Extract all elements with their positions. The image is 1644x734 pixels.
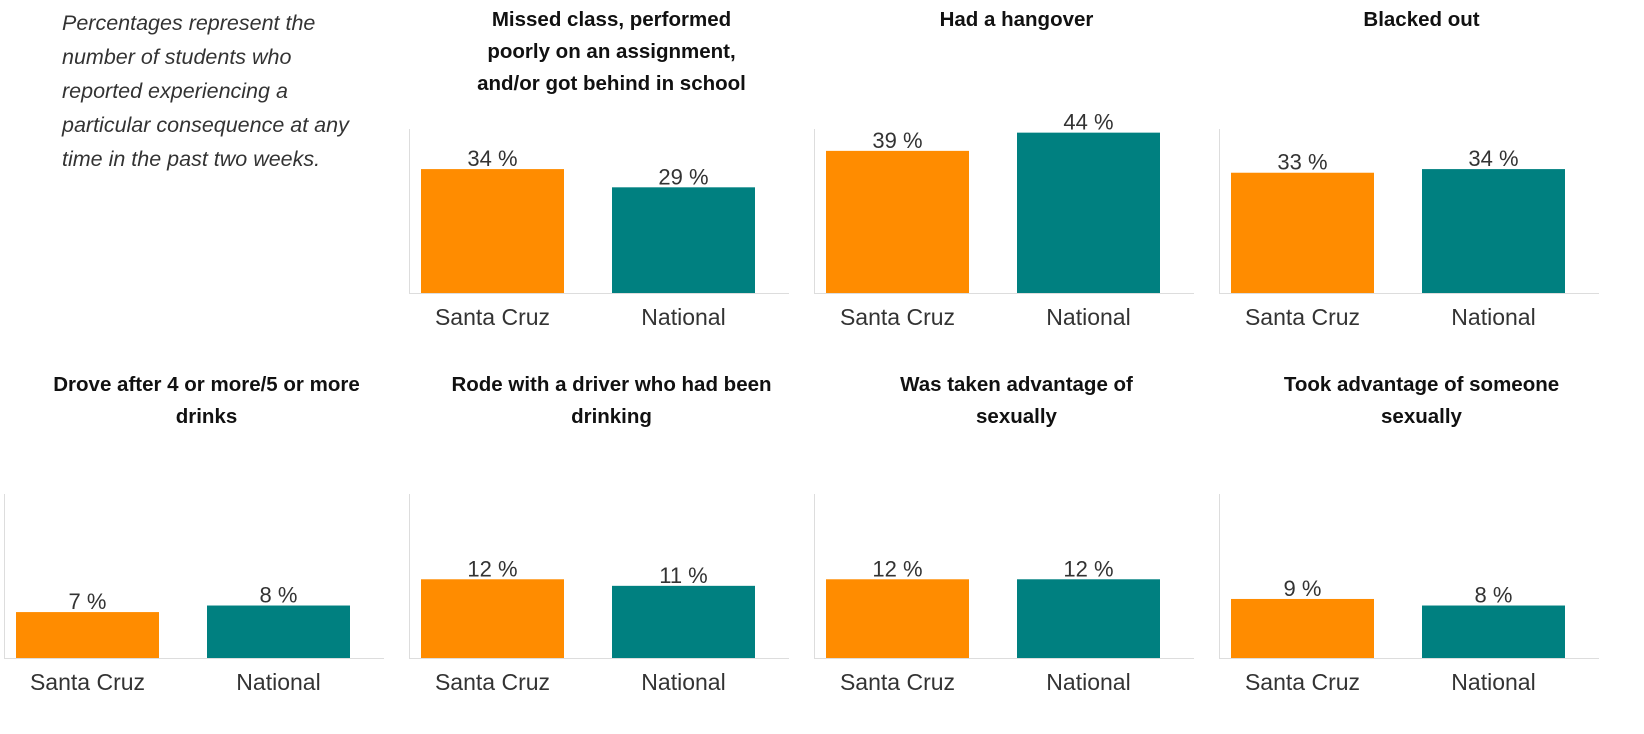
chart-panel: Had a hangover 39 % Santa Cruz 44 % National bbox=[814, 4, 1219, 369]
chart-title: Was taken advantage of sexually bbox=[900, 373, 1133, 428]
x-tick-label: Santa Cruz bbox=[435, 669, 550, 695]
x-tick-label: Santa Cruz bbox=[1245, 669, 1360, 695]
bar bbox=[1017, 579, 1160, 658]
data-label: 9 % bbox=[1284, 576, 1322, 601]
chart-panel: Took advantage of someone sexually 9 % San… bbox=[1219, 369, 1624, 734]
chart-title: Took advantage of someone sexually bbox=[1283, 373, 1560, 428]
chart-note: Percentages represent the number of stud… bbox=[62, 11, 349, 171]
x-tick-label: National bbox=[1451, 669, 1535, 695]
x-tick-label: National bbox=[1046, 304, 1130, 330]
bar-chart: 12 % Santa Cruz 12 % National bbox=[814, 494, 1194, 695]
bar bbox=[1017, 132, 1160, 293]
chart-panel: Drove after 4 or more/5 or more drinks 7 … bbox=[4, 369, 409, 734]
bar bbox=[421, 169, 564, 293]
chart-title: Rode with a driver who had been drinking bbox=[451, 373, 772, 428]
bar bbox=[826, 579, 969, 658]
bar bbox=[16, 612, 159, 658]
chart-panel: Rode with a driver who had been drinking… bbox=[409, 369, 814, 734]
data-label: 12 % bbox=[872, 556, 922, 581]
chart-panel: Missed class, performed poorly on an ass… bbox=[409, 4, 814, 369]
bar-chart: 12 % Santa Cruz 11 % National bbox=[409, 494, 789, 695]
bar-chart: 7 % Santa Cruz 8 % National bbox=[4, 494, 384, 695]
data-label: 7 % bbox=[69, 589, 107, 614]
bar bbox=[421, 579, 564, 658]
data-label: 11 % bbox=[659, 563, 708, 588]
bar bbox=[612, 187, 755, 293]
x-tick-label: National bbox=[236, 669, 320, 695]
bar bbox=[1231, 172, 1374, 293]
bar bbox=[1231, 598, 1374, 658]
data-label: 34 % bbox=[467, 146, 517, 171]
x-tick-label: National bbox=[1451, 304, 1535, 330]
bar bbox=[1422, 605, 1565, 658]
chart-panel: Was taken advantage of sexually 12 % Santa… bbox=[814, 369, 1219, 734]
x-tick-label: Santa Cruz bbox=[840, 304, 955, 330]
chart-panel: Blacked out 33 % Santa Cruz 34 % National bbox=[1219, 4, 1624, 369]
data-label: 44 % bbox=[1063, 110, 1113, 135]
bar bbox=[1422, 169, 1565, 293]
data-label: 8 % bbox=[1475, 583, 1513, 608]
bar-chart: 9 % Santa Cruz 8 % National bbox=[1219, 494, 1599, 695]
bar bbox=[826, 150, 969, 293]
data-label: 39 % bbox=[872, 128, 922, 153]
bar bbox=[207, 605, 350, 658]
data-label: 29 % bbox=[658, 164, 708, 189]
bar-chart: 39 % Santa Cruz 44 % National bbox=[814, 110, 1194, 330]
data-label: 33 % bbox=[1277, 150, 1327, 175]
x-tick-label: Santa Cruz bbox=[1245, 304, 1360, 330]
x-tick-label: Santa Cruz bbox=[30, 669, 145, 695]
data-label: 8 % bbox=[260, 583, 298, 608]
bar-chart: 33 % Santa Cruz 34 % National bbox=[1219, 129, 1599, 330]
x-tick-label: Santa Cruz bbox=[840, 669, 955, 695]
bar-chart: 34 % Santa Cruz 29 % National bbox=[409, 129, 789, 330]
bar bbox=[612, 585, 755, 658]
x-tick-label: National bbox=[641, 304, 725, 330]
x-tick-label: Santa Cruz bbox=[435, 304, 550, 330]
x-tick-label: National bbox=[641, 669, 725, 695]
x-tick-label: National bbox=[1046, 669, 1130, 695]
chart-title: Had a hangover bbox=[939, 8, 1094, 31]
chart-title: Missed class, performed poorly on an ass… bbox=[477, 8, 746, 95]
chart-title: Blacked out bbox=[1363, 8, 1480, 31]
data-label: 34 % bbox=[1468, 146, 1518, 171]
data-label: 12 % bbox=[467, 556, 517, 581]
data-label: 12 % bbox=[1063, 556, 1113, 581]
chart-title: Drove after 4 or more/5 or more drinks bbox=[53, 373, 360, 428]
